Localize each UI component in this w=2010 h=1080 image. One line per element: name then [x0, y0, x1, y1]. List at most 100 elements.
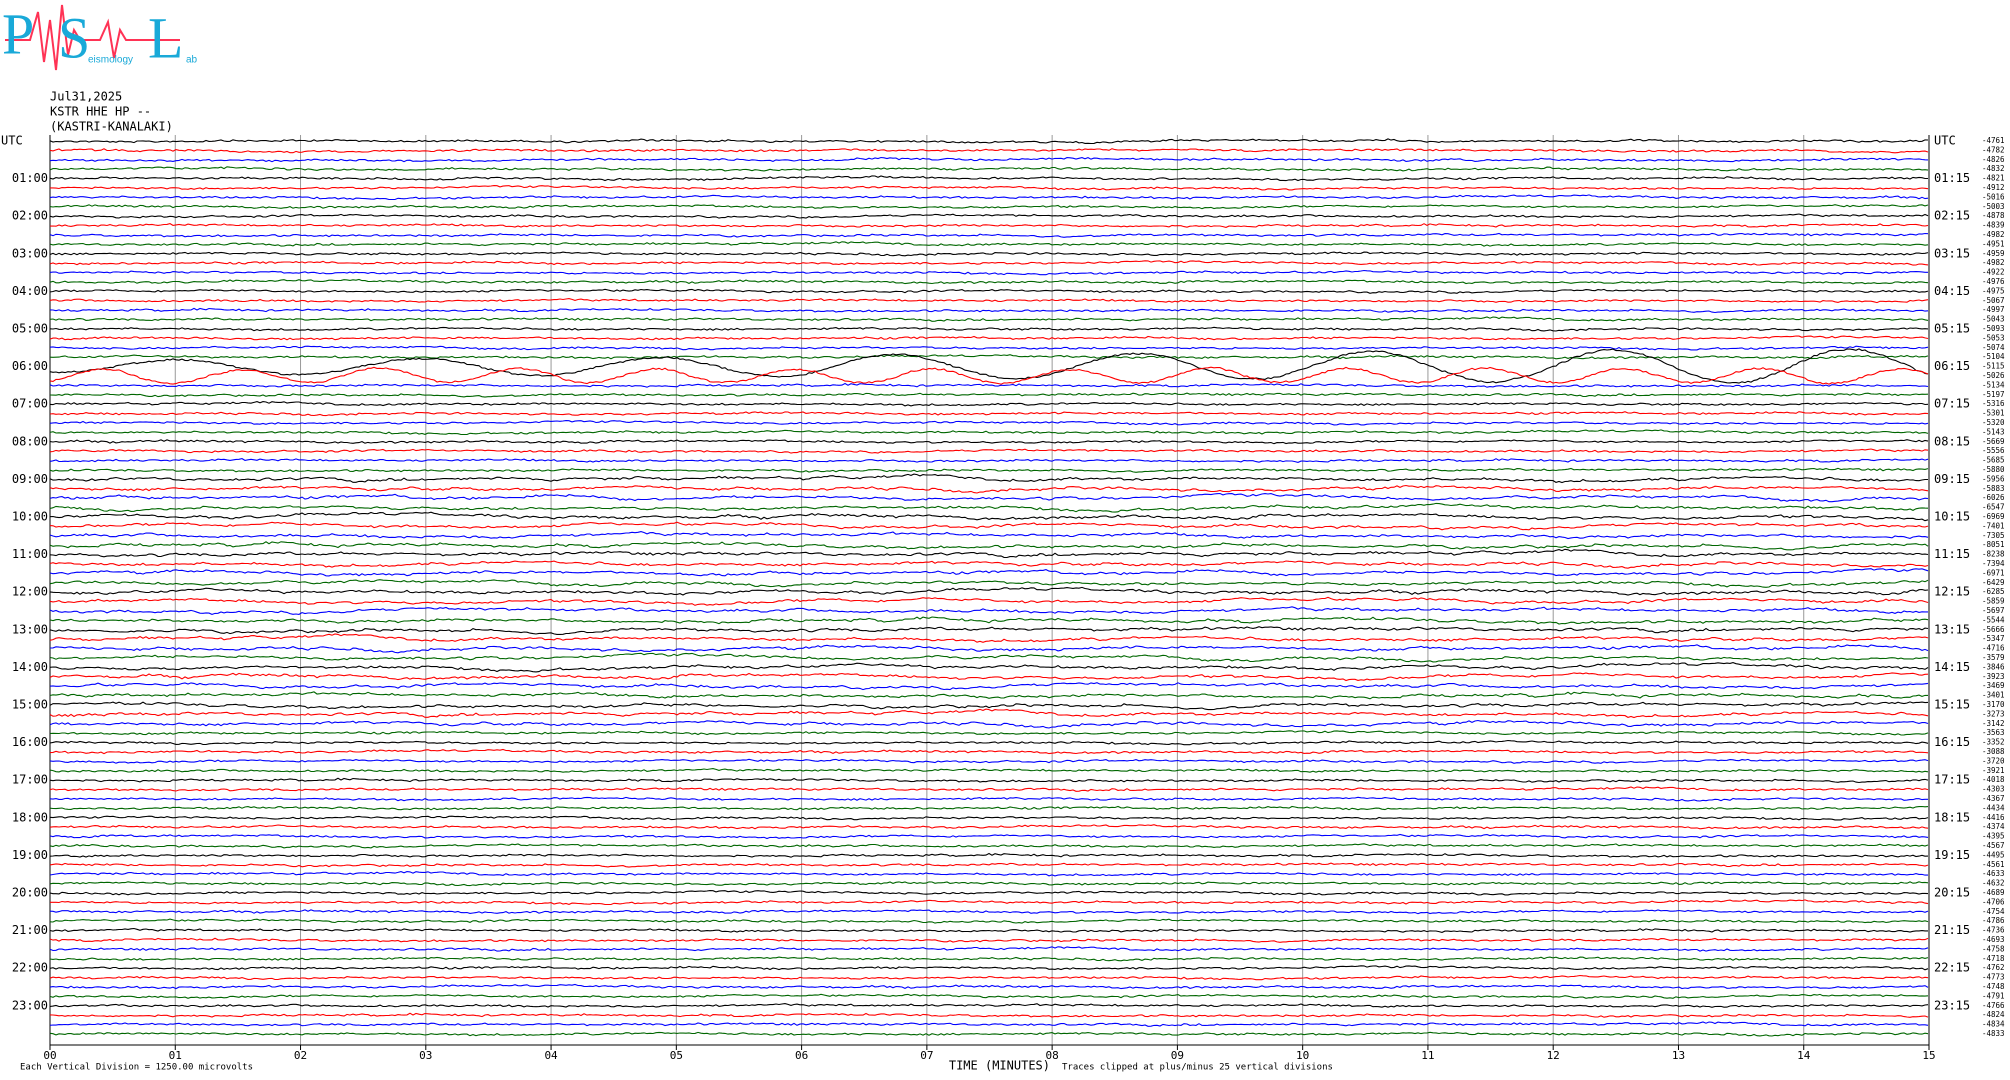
trace [49, 232, 1929, 238]
row-offset: -5143 [1982, 427, 2005, 436]
right-time-label: 17:15 [1934, 773, 1970, 787]
trace [49, 983, 1929, 990]
row-offset: -5666 [1982, 625, 2005, 634]
x-tick-label: 02 [294, 1049, 307, 1062]
trace [49, 568, 1929, 577]
trace [49, 560, 1929, 569]
row-offset: -4748 [1982, 982, 2005, 991]
row-offset: -4833 [1982, 1029, 2005, 1038]
trace [49, 1003, 1929, 1008]
footer-note: Each Vertical Division = 1250.00 microvo… [20, 1063, 253, 1073]
trace [49, 448, 1929, 454]
right-time-label: 14:15 [1934, 660, 1970, 674]
trace [49, 965, 1929, 971]
row-offset: -3401 [1982, 691, 2005, 700]
row-offset: -7305 [1982, 531, 2005, 540]
row-offset: -4766 [1982, 1001, 2005, 1010]
trace [49, 420, 1929, 426]
right-time-label: 16:15 [1934, 735, 1970, 749]
x-tick-label: 09 [1171, 1049, 1184, 1062]
row-offset: -4982 [1982, 230, 2005, 239]
row-offset: -5115 [1982, 362, 2005, 371]
trace [49, 701, 1929, 711]
row-offset: -7401 [1982, 521, 2005, 530]
row-offset: -4632 [1982, 879, 2005, 888]
row-offset: -4395 [1982, 832, 2005, 841]
left-time-label: 23:00 [12, 998, 48, 1012]
row-offset: -4303 [1982, 785, 2005, 794]
row-offset: -4758 [1982, 944, 2005, 953]
row-offset: -5074 [1982, 343, 2005, 352]
trace [49, 768, 1929, 773]
row-offset: -4976 [1982, 277, 2005, 286]
row-offset: -4018 [1982, 775, 2005, 784]
right-time-label: UTC [1934, 134, 1956, 148]
trace [49, 1012, 1929, 1018]
row-offset: -6971 [1982, 568, 2005, 577]
trace [49, 652, 1929, 663]
trace [49, 473, 1928, 484]
row-offset: -4959 [1982, 249, 2005, 258]
x-tick-label: 14 [1797, 1049, 1811, 1062]
left-time-label: 11:00 [12, 547, 48, 561]
row-offset: -4821 [1982, 174, 2005, 183]
trace [49, 278, 1929, 285]
trace [49, 946, 1929, 952]
left-time-label: 03:00 [12, 246, 48, 260]
left-time-label: 16:00 [12, 735, 48, 749]
trace [49, 644, 1929, 654]
right-time-label: 15:15 [1934, 698, 1970, 712]
x-axis-label: TIME (MINUTES) [949, 1059, 1050, 1073]
row-offset: -7394 [1982, 559, 2005, 568]
left-time-label: 06:00 [12, 359, 48, 373]
trace [49, 548, 1929, 559]
row-offset: -5093 [1982, 324, 2005, 333]
trace [49, 691, 1928, 700]
row-offset: -5197 [1982, 390, 2005, 399]
trace [49, 411, 1929, 417]
row-offset: -5880 [1982, 465, 2005, 474]
right-time-label: 19:15 [1934, 848, 1970, 862]
logo-text: ab [186, 55, 198, 66]
left-time-label: 08:00 [12, 434, 48, 448]
left-time-label: 09:00 [12, 472, 48, 486]
row-offset: -3170 [1982, 700, 2005, 709]
right-time-label: 02:15 [1934, 209, 1970, 223]
x-tick-label: 00 [43, 1049, 56, 1062]
row-offset: -4718 [1982, 954, 2005, 963]
left-time-label: 04:00 [12, 284, 48, 298]
trace [49, 1021, 1929, 1027]
trace [49, 429, 1929, 436]
trace [49, 316, 1929, 322]
row-offset: -5026 [1982, 371, 2005, 380]
trace [49, 204, 1929, 210]
trace [49, 918, 1929, 924]
x-tick-label: 01 [169, 1049, 182, 1062]
x-tick-label: 05 [670, 1049, 683, 1062]
logo-letter: S [58, 5, 90, 70]
trace [49, 458, 1929, 463]
trace [49, 251, 1929, 257]
x-tick-label: 04 [544, 1049, 558, 1062]
trace [49, 326, 1929, 332]
row-offset: -3923 [1982, 672, 2005, 681]
row-offset: -4416 [1982, 813, 2005, 822]
right-time-label: 20:15 [1934, 886, 1970, 900]
trace [49, 843, 1929, 849]
left-time-label: UTC [1, 134, 23, 148]
trace [49, 815, 1929, 821]
row-offset: -4839 [1982, 221, 2005, 230]
title-line: (KASTRI-KANALAKI) [50, 120, 173, 134]
row-offset: -4762 [1982, 963, 2005, 972]
trace [49, 223, 1929, 228]
row-offset: -3921 [1982, 766, 2005, 775]
trace [49, 260, 1929, 266]
trace [49, 213, 1929, 219]
trace [49, 366, 1929, 385]
row-offset: -5301 [1982, 409, 2005, 418]
right-time-label: 06:15 [1934, 359, 1970, 373]
row-offset: -3088 [1982, 747, 2005, 756]
trace [49, 833, 1929, 840]
